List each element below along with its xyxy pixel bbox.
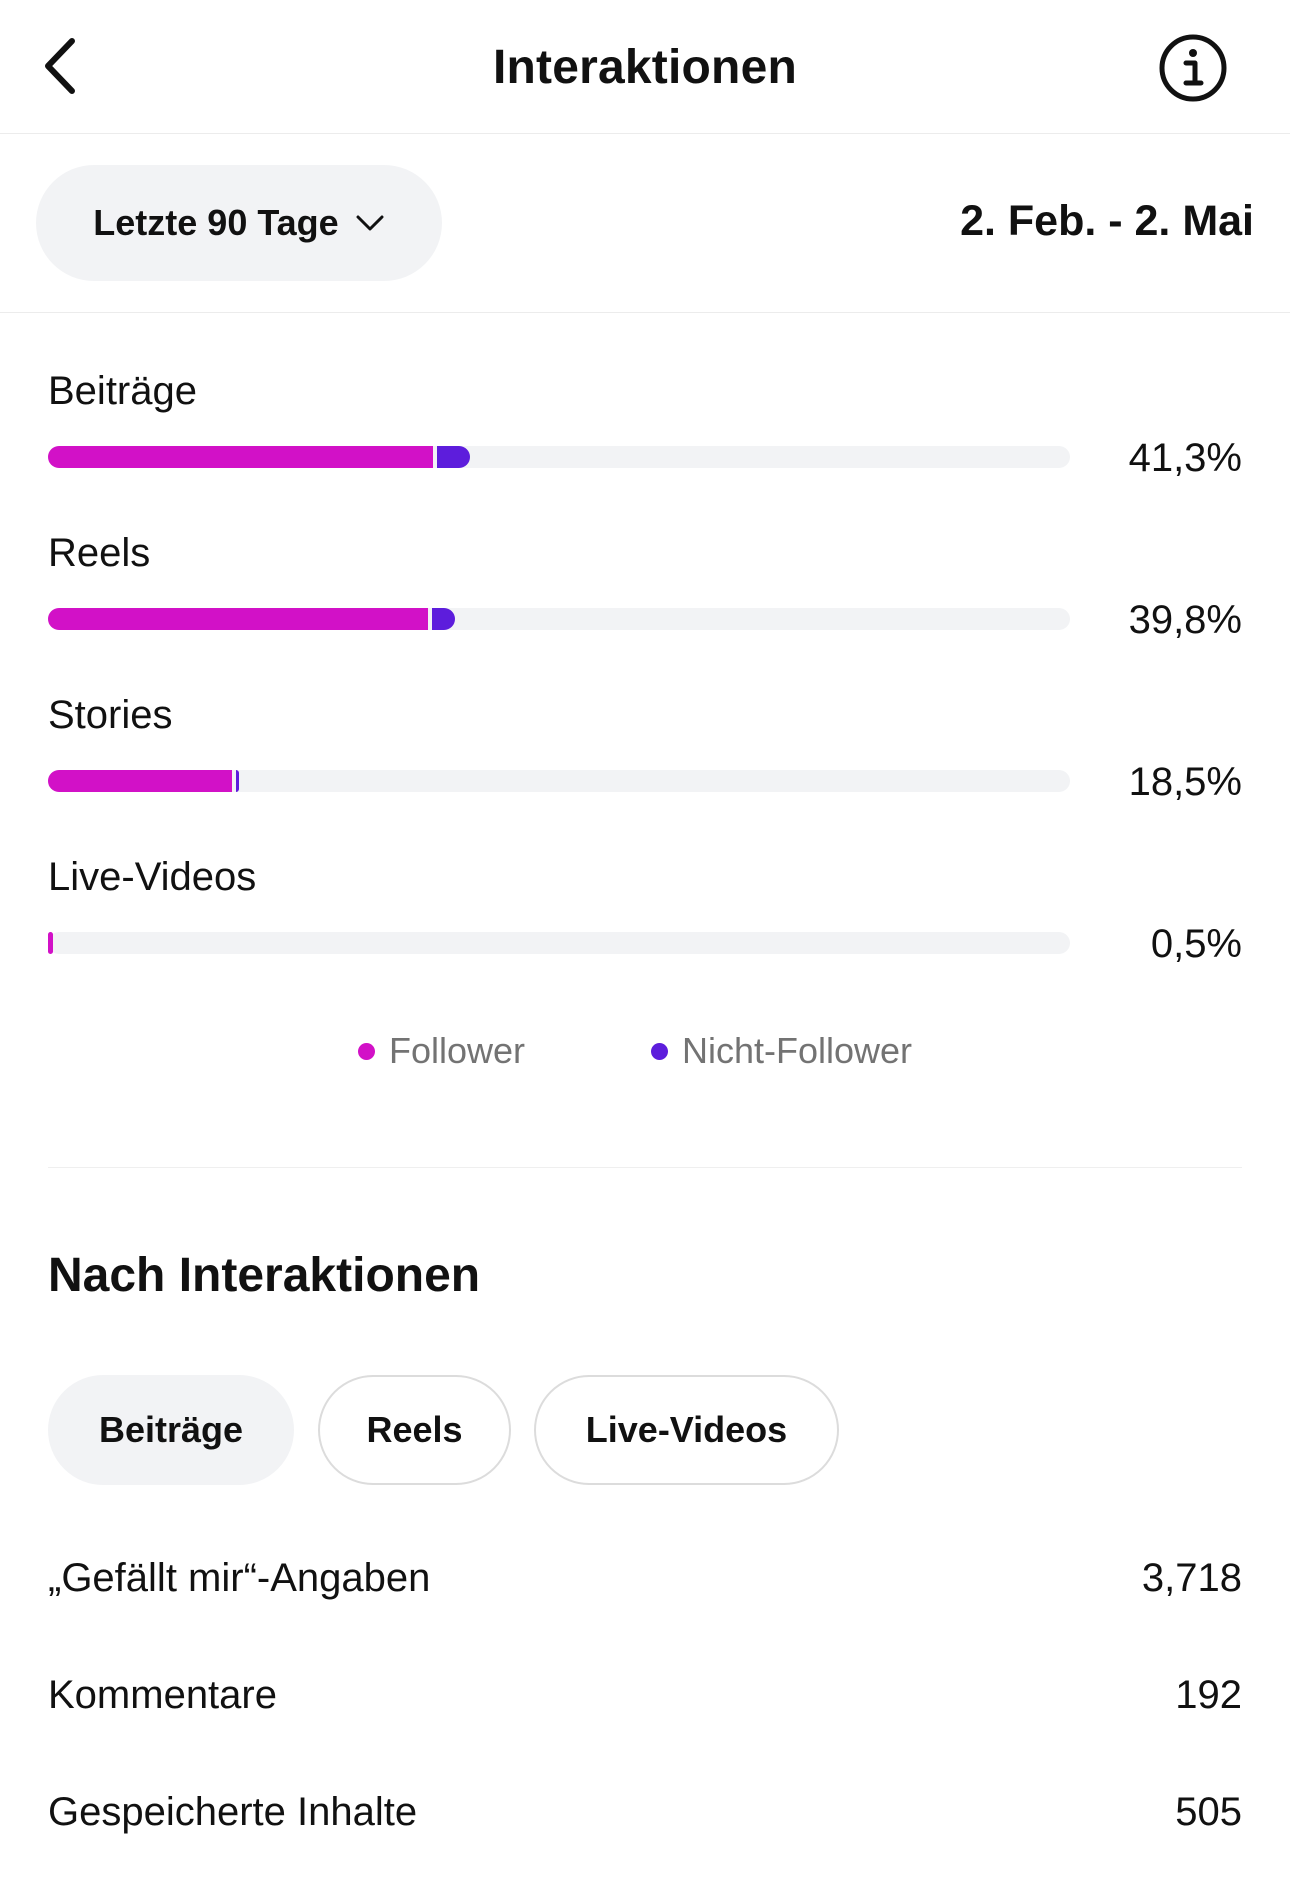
metric-percentage: 0,5% — [1150, 922, 1242, 966]
date-range-text: 2. Feb. - 2. Mai — [960, 197, 1254, 245]
metric-bar-track — [48, 770, 1070, 792]
legend-label-follower: Follower — [389, 1030, 526, 1071]
stat-value: 192 — [1175, 1673, 1242, 1717]
metric-reels: Reels 39,8% — [48, 530, 1242, 642]
chip-reels[interactable]: Reels — [318, 1375, 511, 1485]
metric-percentage: 39,8% — [1128, 598, 1242, 642]
stat-row-likes: „Gefällt mir“-Angaben 3,718 — [48, 1556, 1242, 1616]
non-follower-bar-segment — [437, 446, 471, 468]
chip-beitraege[interactable]: Beiträge — [48, 1375, 294, 1485]
chevron-down-icon — [356, 215, 384, 231]
legend-item-non-follower: Nicht-Follower — [651, 1030, 912, 1072]
follower-bar-segment — [48, 932, 54, 954]
chip-live-videos[interactable]: Live-Videos — [534, 1375, 839, 1485]
stat-label: Kommentare — [48, 1673, 277, 1717]
chevron-left-icon — [45, 38, 75, 94]
time-range-label: Letzte 90 Tage — [93, 202, 339, 243]
legend-label-non-follower: Nicht-Follower — [682, 1030, 913, 1071]
metric-bar-track — [48, 608, 1070, 630]
time-range-dropdown[interactable]: Letzte 90 Tage — [36, 165, 442, 281]
metric-label: Reels — [48, 531, 151, 575]
stat-row-saved: Gespeicherte Inhalte 505 — [48, 1790, 1242, 1850]
metric-label: Live-Videos — [48, 855, 257, 899]
metric-label: Stories — [48, 693, 173, 737]
stat-row-comments: Kommentare 192 — [48, 1673, 1242, 1733]
legend-item-follower: Follower — [358, 1030, 525, 1072]
metric-bar-track — [48, 446, 1070, 468]
metric-percentage: 41,3% — [1128, 436, 1242, 480]
non-follower-bar-segment — [235, 770, 239, 792]
non-follower-bar-segment — [432, 608, 455, 630]
metric-label: Beiträge — [48, 369, 197, 413]
follower-bar-segment — [48, 446, 434, 468]
section-title: Nach Interaktionen — [48, 1249, 481, 1302]
info-icon — [1159, 34, 1227, 102]
stat-label: „Gefällt mir“-Angaben — [48, 1556, 431, 1600]
page-title: Interaktionen — [493, 41, 797, 94]
non-follower-dot-icon — [651, 1042, 668, 1060]
stat-value: 3,718 — [1141, 1556, 1242, 1600]
metric-stories: Stories 18,5% — [48, 692, 1242, 804]
metric-bar-track — [48, 932, 1070, 954]
top-bar: Interaktionen — [0, 0, 1290, 134]
date-range-row: Letzte 90 Tage 2. Feb. - 2. Mai — [0, 134, 1290, 313]
follower-bar-segment — [48, 608, 429, 630]
back-button[interactable] — [30, 28, 90, 104]
metric-beitraege: Beiträge 41,3% — [48, 368, 1242, 480]
follower-bar-segment — [48, 770, 232, 792]
metric-percentage: 18,5% — [1128, 760, 1242, 804]
metric-live-videos: Live-Videos 0,5% — [48, 854, 1242, 966]
stat-value: 505 — [1175, 1790, 1242, 1834]
section-divider — [48, 1167, 1242, 1168]
info-button[interactable] — [1157, 32, 1229, 104]
follower-dot-icon — [358, 1042, 375, 1060]
stat-label: Gespeicherte Inhalte — [48, 1790, 418, 1834]
legend: Follower Nicht-Follower — [0, 1030, 1290, 1076]
